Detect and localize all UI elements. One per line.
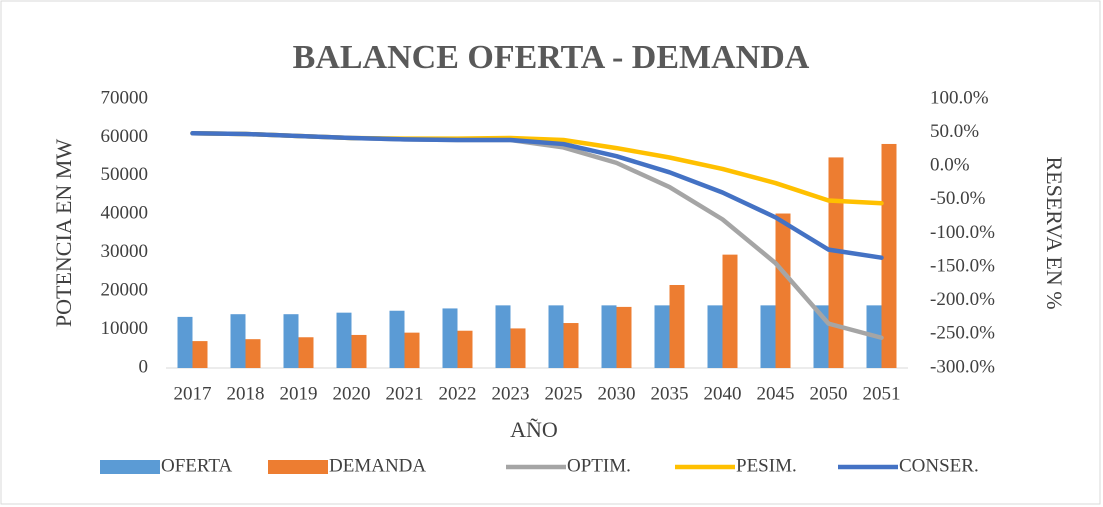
legend-swatch	[100, 460, 160, 474]
bar	[722, 254, 738, 368]
bar	[442, 308, 458, 368]
bar	[336, 312, 352, 368]
y2-tick-label: -250.0%	[930, 323, 995, 344]
bar	[548, 305, 564, 368]
y2-tick-label: -150.0%	[930, 255, 995, 276]
legend-label: CONSER.	[899, 455, 979, 476]
x-tick-label: 2030	[598, 383, 636, 404]
y2-tick-label: -200.0%	[930, 289, 995, 310]
x-tick-label: 2051	[863, 383, 901, 404]
legend-swatch	[268, 460, 328, 474]
bar	[775, 213, 791, 368]
bar	[351, 334, 367, 368]
y-tick-label: 60000	[101, 126, 149, 147]
bar	[510, 328, 526, 368]
x-tick-label: 2035	[651, 383, 689, 404]
y-tick-label: 10000	[101, 318, 149, 339]
y2-tick-label: 0.0%	[930, 155, 970, 176]
y-tick-label: 50000	[101, 164, 149, 185]
x-tick-label: 2018	[227, 383, 265, 404]
x-tick-label: 2019	[280, 383, 318, 404]
legend-label: PESIM.	[736, 455, 797, 476]
y-tick-label: 40000	[101, 203, 149, 224]
bar	[669, 284, 685, 368]
y-tick-label: 20000	[101, 280, 149, 301]
bar	[283, 314, 299, 368]
bar	[616, 306, 632, 368]
y2-tick-label: -100.0%	[930, 222, 995, 243]
x-tick-label: 2023	[492, 383, 530, 404]
x-axis-title: AÑO	[510, 417, 558, 442]
x-tick-label: 2020	[333, 383, 371, 404]
y-tick-label: 0	[139, 356, 149, 377]
bar	[881, 143, 897, 368]
bar	[230, 314, 246, 368]
bar	[404, 332, 420, 368]
bar	[389, 310, 405, 368]
x-tick-label: 2017	[174, 383, 212, 404]
y2-tick-label: -50.0%	[930, 188, 986, 209]
bar	[563, 323, 579, 368]
x-tick-label: 2022	[439, 383, 477, 404]
x-tick-label: 2025	[545, 383, 583, 404]
bar	[495, 305, 511, 368]
bar	[245, 339, 261, 368]
x-tick-label: 2040	[704, 383, 742, 404]
y2-tick-label: 50.0%	[930, 121, 979, 142]
bar	[177, 316, 193, 368]
legend-label: OFERTA	[161, 455, 233, 476]
y-tick-label: 30000	[101, 241, 149, 262]
bar	[760, 305, 776, 368]
bar	[828, 157, 844, 368]
y2-axis-title: RESERVA EN %	[1042, 156, 1067, 309]
x-tick-label: 2021	[386, 383, 424, 404]
x-tick-label: 2050	[810, 383, 848, 404]
bar	[707, 305, 723, 368]
bar	[298, 337, 314, 368]
bar	[654, 305, 670, 368]
chart-title: BALANCE OFERTA - DEMANDA	[293, 39, 810, 76]
y-tick-label: 70000	[101, 87, 149, 108]
legend-label: DEMANDA	[329, 455, 426, 476]
bar	[601, 305, 617, 368]
bar	[457, 330, 473, 368]
x-tick-label: 2045	[757, 383, 795, 404]
bar	[192, 341, 208, 368]
y2-tick-label: -300.0%	[930, 356, 995, 377]
line-series	[190, 131, 884, 260]
legend-label: OPTIM.	[567, 455, 631, 476]
y-axis-title: POTENCIA EN MW	[51, 139, 76, 327]
y2-tick-label: 100.0%	[930, 87, 989, 108]
